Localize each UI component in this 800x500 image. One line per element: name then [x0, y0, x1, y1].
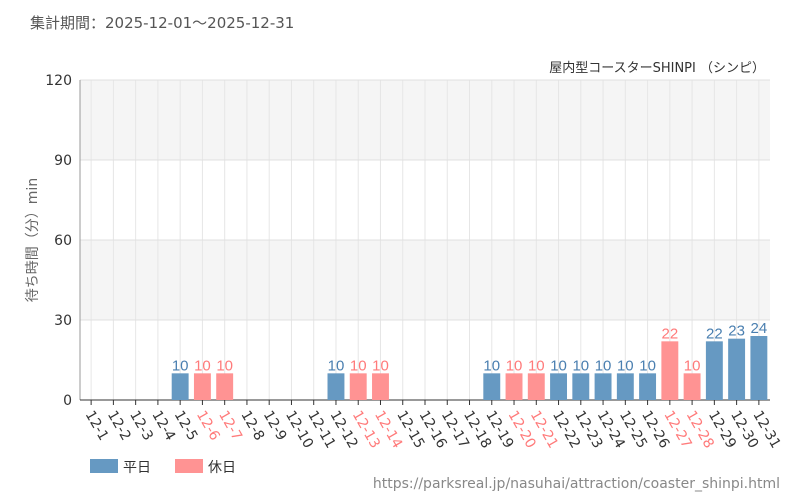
data-label: 10 [550, 357, 567, 374]
bar [639, 373, 657, 400]
source-url[interactable]: https://parksreal.jp/nasuhai/attraction/… [372, 476, 780, 492]
data-label: 10 [528, 357, 545, 374]
data-label: 10 [172, 357, 189, 374]
data-label: 10 [194, 357, 211, 374]
bar [572, 373, 590, 400]
data-label: 10 [595, 357, 612, 374]
data-label: 10 [483, 357, 500, 374]
bar [594, 373, 612, 400]
chart-title: 屋内型コースターSHINPI （シンピ） [549, 60, 765, 76]
bar [661, 341, 679, 400]
data-label: 10 [684, 357, 701, 374]
legend-swatch [175, 459, 203, 473]
legend-swatch [90, 459, 118, 473]
legend-label: 平日 [123, 460, 151, 476]
bar [750, 336, 768, 400]
bar [683, 373, 701, 400]
bar [216, 373, 234, 400]
y-tick-label: 60 [54, 233, 72, 249]
data-label: 22 [706, 325, 723, 342]
bar [483, 373, 501, 400]
bar [705, 341, 723, 400]
y-tick-label: 90 [54, 153, 72, 169]
bar [171, 373, 189, 400]
y-tick-label: 120 [45, 73, 72, 89]
bar [527, 373, 545, 400]
data-label: 23 [728, 323, 745, 340]
legend-label: 休日 [208, 460, 236, 476]
data-label: 10 [506, 357, 523, 374]
bar [728, 338, 746, 400]
bar [505, 373, 523, 400]
data-label: 10 [372, 357, 389, 374]
bar [616, 373, 634, 400]
data-label: 10 [350, 357, 367, 374]
y-axis-label: 待ち時間（分）min [25, 178, 41, 302]
bar [193, 373, 211, 400]
data-label: 10 [216, 357, 233, 374]
bar [550, 373, 568, 400]
data-label: 10 [617, 357, 634, 374]
data-label: 10 [639, 357, 656, 374]
data-label: 10 [328, 357, 345, 374]
bar [349, 373, 367, 400]
bar [372, 373, 389, 400]
data-label: 22 [661, 325, 678, 342]
bar [327, 373, 345, 400]
data-label: 24 [751, 320, 768, 337]
y-tick-label: 0 [63, 393, 72, 409]
period-label: 集計期間：2025-12-01〜2025-12-31 [30, 14, 295, 32]
y-tick-label: 30 [54, 313, 72, 329]
data-label: 10 [572, 357, 589, 374]
